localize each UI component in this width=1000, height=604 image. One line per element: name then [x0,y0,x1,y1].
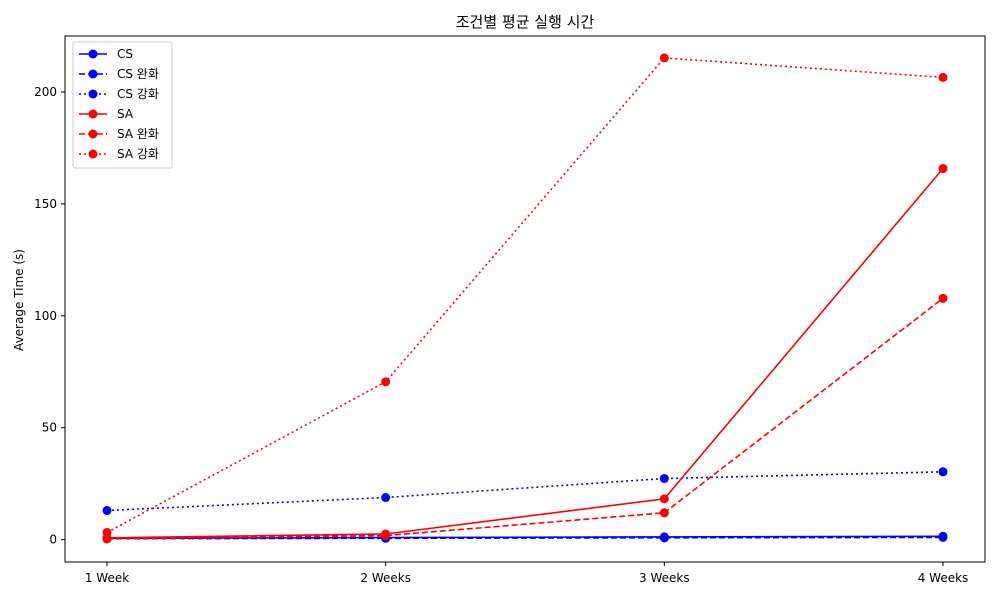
data-point [938,72,948,82]
x-tick-label: 2 Weeks [360,571,411,585]
legend-marker [88,129,98,139]
legend-label: CS 완화 [117,67,159,81]
legend-item: CS [79,47,133,61]
series-5 [102,53,948,537]
data-point [659,508,669,518]
x-tick-label: 3 Weeks [639,571,690,585]
data-point [659,533,669,543]
series-4 [102,293,948,544]
series-line [106,536,944,540]
data-point [659,474,669,484]
y-tick-label: 100 [34,309,57,323]
legend-item: SA 완화 [79,127,159,141]
data-point [938,293,948,303]
y-tick-label: 50 [42,421,57,435]
legend-marker [88,109,98,119]
series-3 [102,164,948,543]
series-2 [102,467,948,516]
data-point [381,493,391,503]
data-point [381,377,391,387]
y-axis: 0 50 100 150 200 [34,85,65,547]
legend-marker [88,149,98,159]
x-axis: 1 Week 2 Weeks 3 Weeks 4 Weeks [85,562,968,585]
data-point [938,532,948,542]
legend-item: SA [79,107,134,121]
y-tick-label: 150 [34,197,57,211]
series-layer [102,53,948,544]
data-point [102,527,112,537]
legend-label: CS [117,47,133,61]
data-point [659,53,669,63]
legend-label: CS 강화 [117,87,159,101]
series-line [106,57,944,534]
series-line [106,167,944,539]
data-point [102,506,112,516]
plot-area [64,35,986,563]
legend-item: CS 완화 [79,67,159,81]
legend-item: CS 강화 [79,87,159,101]
x-tick-label: 4 Weeks [918,571,969,585]
series-line [106,297,944,540]
legend-marker [88,89,98,99]
legend: CS CS 완화 CS 강화 SA SA 완화 SA 강화 [72,41,173,169]
data-point [938,467,948,477]
x-tick-label: 1 Week [85,571,129,585]
legend-marker [88,49,98,59]
legend-label: SA 완화 [117,127,159,141]
legend-marker [88,69,98,79]
data-point [659,494,669,504]
y-axis-label: Average Time (s) [12,249,26,351]
series-line [106,471,944,512]
legend-label: SA 강화 [117,147,159,161]
data-point [102,534,112,544]
chart-title: 조건별 평균 실행 시간 [456,13,595,31]
y-tick-label: 200 [34,85,57,99]
y-tick-label: 0 [49,533,57,547]
legend-item: SA 강화 [79,147,159,161]
legend-label: SA [117,107,134,121]
data-point [938,164,948,174]
data-point [381,531,391,541]
